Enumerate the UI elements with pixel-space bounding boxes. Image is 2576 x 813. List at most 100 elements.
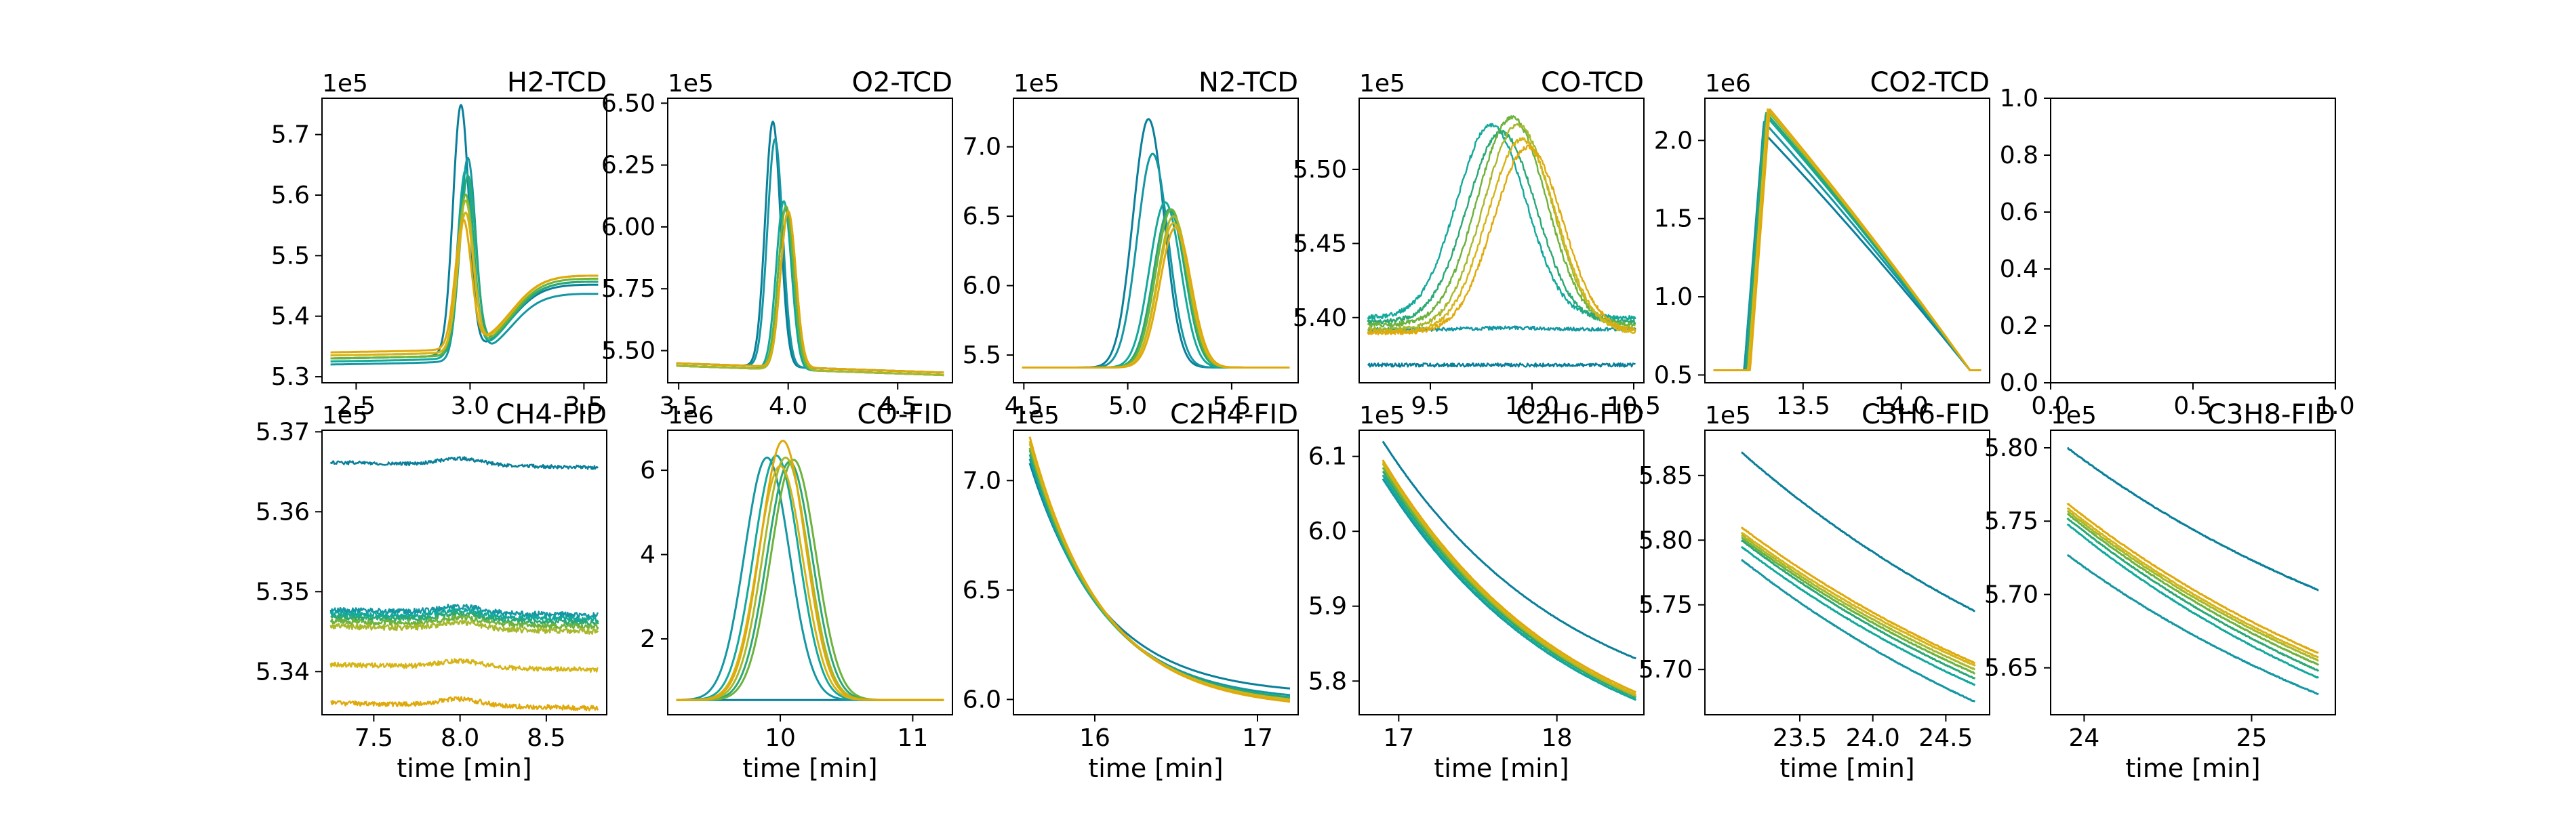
x-tick-label: 10 — [765, 724, 796, 752]
series-line — [1741, 531, 1976, 667]
x-tick-label: 3.0 — [451, 392, 489, 420]
x-axis-label: time [min] — [742, 753, 877, 783]
x-tick-label: 16 — [1079, 724, 1110, 752]
axis-offset-text: 1e5 — [322, 70, 368, 98]
y-tick-label: 6.25 — [601, 152, 656, 180]
axes-frame — [1013, 430, 1299, 715]
x-tick-label: 1.0 — [2316, 392, 2354, 420]
y-tick-label: 5.75 — [1984, 507, 2038, 535]
y-tick-label: 5.75 — [601, 275, 656, 303]
x-axis-label: time [min] — [2125, 753, 2260, 783]
series-line — [2067, 446, 2319, 591]
subplot-title: C2H4-FID — [1170, 399, 1298, 430]
series-line — [2066, 523, 2319, 679]
series-line — [1367, 123, 1636, 332]
y-tick-label: 0.8 — [2000, 142, 2038, 169]
series-line — [1367, 144, 1636, 335]
subplot-title: CO2-TCD — [1870, 67, 1990, 98]
x-tick-label: 24.0 — [1846, 724, 1900, 752]
x-tick-label: 23.5 — [1773, 724, 1827, 752]
y-tick-label: 6.0 — [963, 272, 1001, 300]
series-line — [1022, 222, 1290, 369]
subplot-co-tcd: 9.5 10.0 10.5 5.40 5.45 5.50 1e5 CO-TCD — [1293, 67, 1661, 420]
axes-frame — [1359, 430, 1645, 715]
y-tick-label: 5.37 — [256, 418, 310, 446]
x-tick-label: 9.5 — [1411, 392, 1449, 420]
series-line — [1382, 470, 1637, 699]
subplot-title: CO-TCD — [1541, 67, 1644, 98]
y-tick-label: 0.6 — [2000, 199, 2038, 226]
series-line — [2066, 517, 2320, 672]
y-tick-label: 5.85 — [1638, 462, 1693, 490]
y-tick-label: 6.0 — [963, 686, 1001, 713]
subplot-c3h6-fid: 23.5 24.0 24.5 5.70 5.75 5.80 5.85 1e5 C3H6-FID t… — [1638, 399, 1990, 783]
y-tick-label: 7.0 — [963, 133, 1001, 161]
series-group — [1367, 115, 1636, 368]
series-line — [1028, 436, 1291, 703]
series-line — [1367, 123, 1636, 320]
axis-offset-text: 1e5 — [2051, 402, 2097, 430]
axis-offset-text: 1e5 — [1359, 402, 1405, 430]
y-tick-label: 5.70 — [1638, 656, 1693, 684]
x-tick-label: 0.5 — [2173, 392, 2212, 420]
y-tick-label: 6.1 — [1308, 443, 1347, 471]
y-tick-label: 6 — [640, 457, 656, 484]
series-line — [329, 614, 599, 630]
series-line — [2066, 509, 2319, 662]
series-line — [1382, 478, 1636, 701]
x-tick-label: 10.0 — [1505, 392, 1559, 420]
y-tick-label: 5.34 — [256, 658, 310, 686]
x-tick-label: 5.5 — [1212, 392, 1251, 420]
series-line — [1382, 440, 1636, 660]
series-group — [1382, 440, 1637, 701]
axes-frame — [2050, 98, 2336, 383]
axes-frame — [321, 98, 607, 383]
series-line — [2066, 507, 2319, 659]
series-line — [330, 104, 599, 360]
axis-offset-text: 1e5 — [1705, 402, 1751, 430]
x-tick-label: 24 — [2069, 724, 2100, 752]
series-line — [676, 121, 944, 374]
y-tick-label: 1.0 — [2000, 85, 2038, 112]
x-tick-label: 11 — [897, 724, 928, 752]
y-tick-label: 1.5 — [1654, 205, 1693, 233]
subplot-title: N2-TCD — [1199, 67, 1298, 98]
subplot-c3h8-fid: 24 25 5.65 5.70 5.75 5.80 1e5 C3H8-FID time [min… — [1984, 399, 2336, 783]
subplot-title: O2-TCD — [851, 67, 952, 98]
axes-frame — [1359, 98, 1645, 383]
y-tick-label: 0.5 — [1654, 361, 1693, 389]
series-line — [1382, 461, 1636, 696]
series-line — [1382, 463, 1636, 697]
series-line — [329, 619, 599, 635]
series-group — [2066, 446, 2320, 695]
y-tick-label: 5.5 — [271, 242, 310, 270]
series-line — [676, 440, 944, 701]
series-group — [330, 104, 599, 366]
series-line — [329, 658, 599, 673]
y-tick-label: 5.80 — [1984, 434, 2038, 462]
series-line — [330, 218, 599, 354]
y-tick-label: 5.50 — [1293, 156, 1347, 184]
y-tick-label: 5.9 — [1308, 593, 1347, 621]
y-tick-label: 0.0 — [2000, 369, 2038, 397]
y-tick-label: 0.4 — [2000, 255, 2038, 283]
x-tick-label: 4.5 — [879, 392, 917, 420]
y-tick-label: 5.80 — [1638, 526, 1693, 554]
x-tick-label: 8.5 — [527, 724, 565, 752]
x-tick-label: 13.5 — [1776, 392, 1830, 420]
series-group — [676, 121, 944, 377]
x-tick-label: 7.5 — [355, 724, 393, 752]
y-tick-label: 1.0 — [1654, 283, 1693, 311]
x-tick-label: 18 — [1542, 724, 1573, 752]
series-line — [1382, 467, 1636, 697]
y-tick-label: 5.6 — [271, 182, 310, 209]
x-axis-label: time [min] — [1434, 753, 1569, 783]
x-axis-label: time [min] — [397, 753, 531, 783]
subplot-empty: 0.0 0.5 1.0 0.0 0.2 0.4 0.6 0.8 1.0 — [2000, 85, 2355, 420]
x-tick-label: 8.0 — [441, 724, 479, 752]
x-tick-label: 25 — [2236, 724, 2268, 752]
axes-frame — [321, 430, 607, 715]
subplot-co-fid: 10 11 2 4 6 1e6 CO-FID — [640, 399, 953, 752]
x-tick-label: 3.5 — [660, 392, 698, 420]
y-tick-label: 5.75 — [1638, 591, 1693, 619]
